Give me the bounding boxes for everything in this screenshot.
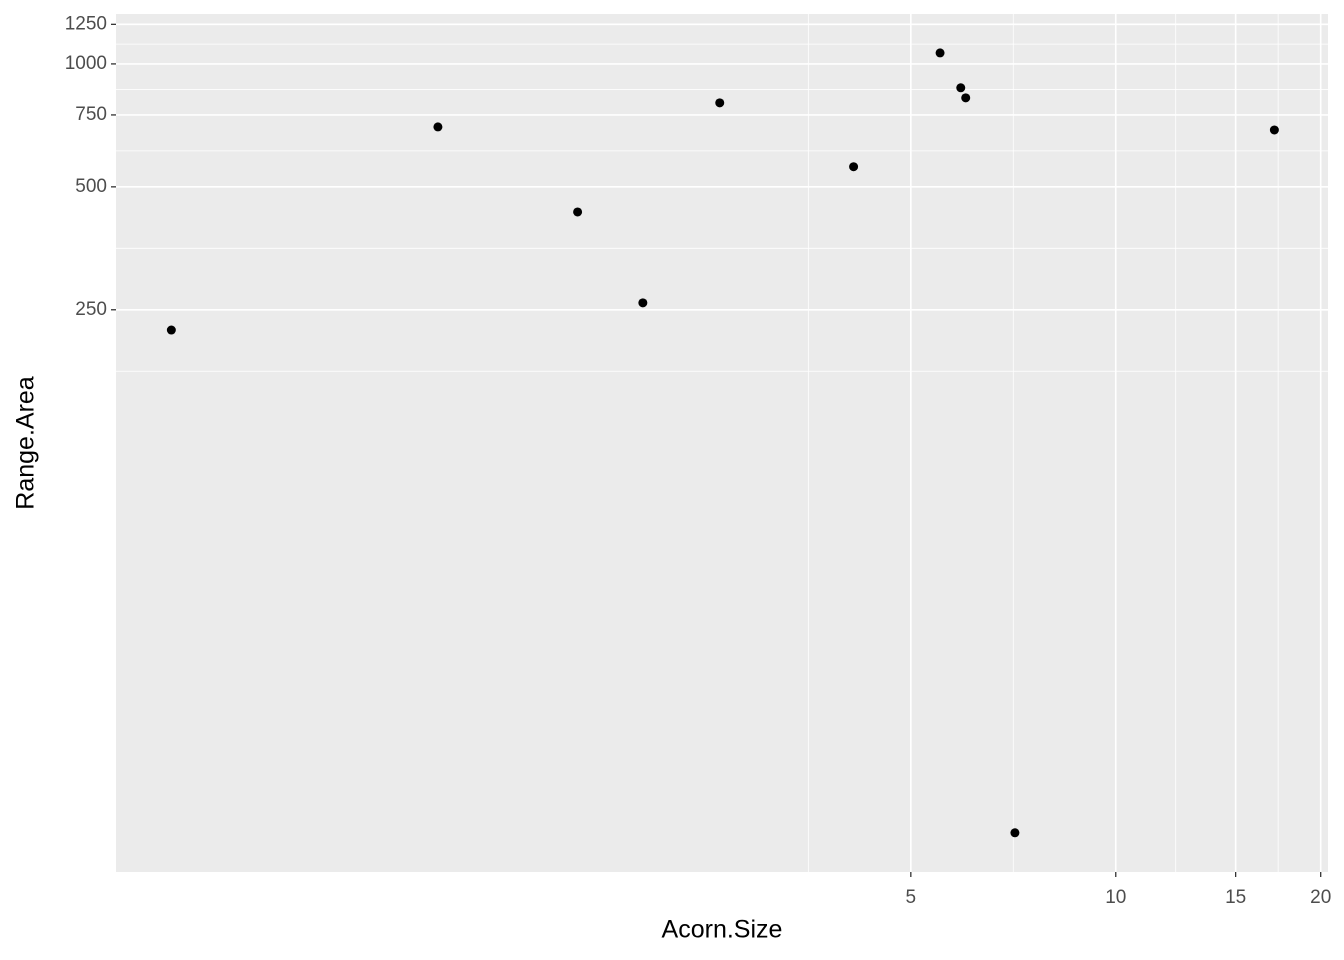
y-tick-label: 1000 (65, 53, 107, 74)
y-tick-label: 250 (75, 299, 107, 320)
x-axis-title: Acorn.Size (662, 916, 783, 944)
point (956, 83, 966, 93)
point (849, 162, 859, 172)
point (638, 298, 648, 308)
point (1269, 125, 1279, 135)
point (573, 207, 583, 217)
panel (116, 14, 1328, 872)
point (961, 93, 971, 103)
x-tick-label: 20 (1310, 887, 1331, 908)
y-tick-label: 750 (75, 104, 107, 125)
point (1010, 828, 1020, 838)
x-tick-label: 15 (1225, 887, 1246, 908)
point (433, 122, 443, 132)
x-tick-label: 10 (1105, 887, 1126, 908)
point (166, 325, 176, 335)
y-tick-label: 1250 (65, 13, 107, 34)
x-tick-label: 5 (906, 887, 917, 908)
point (935, 48, 945, 58)
y-axis-title: Range.Area (12, 376, 40, 510)
point (715, 98, 725, 108)
y-tick-label: 500 (75, 176, 107, 197)
